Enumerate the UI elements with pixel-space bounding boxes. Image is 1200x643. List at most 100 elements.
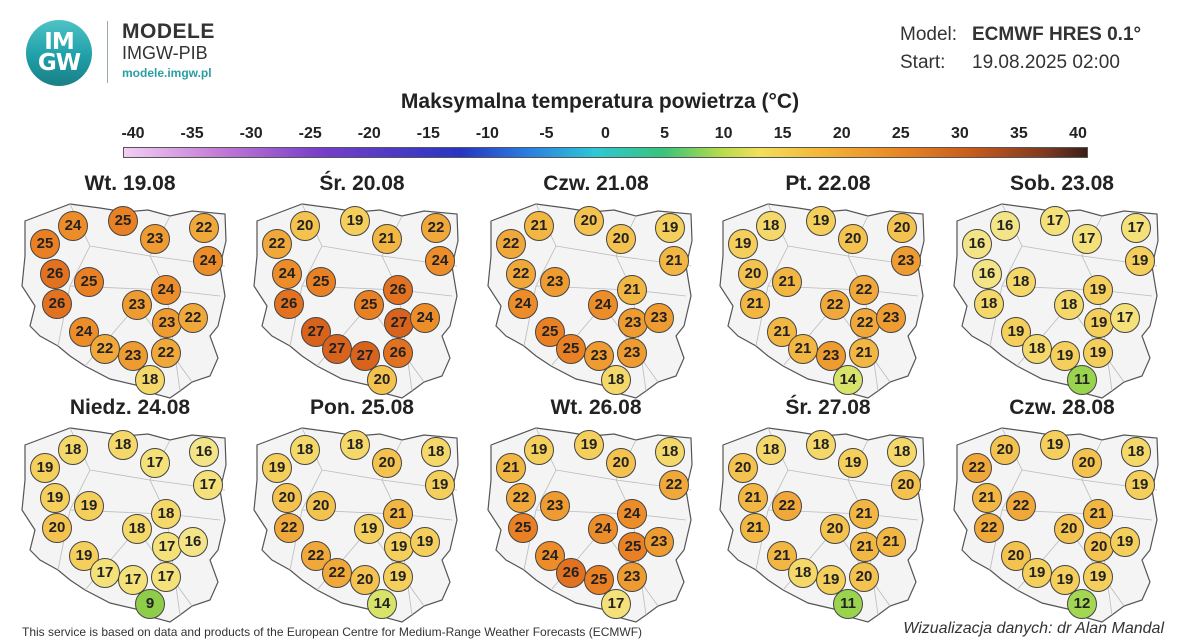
legend-tick-label: -10 — [475, 125, 499, 142]
temperature-marker: 9 — [135, 589, 165, 619]
temperature-marker: 22 — [506, 483, 536, 513]
temperature-marker: 22 — [962, 453, 992, 483]
temperature-marker: 23 — [540, 491, 570, 521]
temperature-marker: 17 — [90, 558, 120, 588]
temperature-marker: 26 — [42, 289, 72, 319]
temperature-marker: 22 — [772, 491, 802, 521]
temperature-marker: 18 — [421, 437, 451, 467]
temperature-marker: 18 — [1006, 267, 1036, 297]
temperature-marker: 19 — [1110, 527, 1140, 557]
temperature-marker: 20 — [738, 259, 768, 289]
temperature-marker: 18 — [756, 435, 786, 465]
legend-tick-label: 0 — [601, 125, 610, 142]
temperature-marker: 19 — [1022, 558, 1052, 588]
temperature-marker: 22 — [322, 558, 352, 588]
temperature-marker: 20 — [372, 448, 402, 478]
temperature-marker: 23 — [152, 308, 182, 338]
temperature-marker: 20 — [350, 565, 380, 595]
temperature-marker: 19 — [1083, 275, 1113, 305]
temperature-marker: 23 — [118, 341, 148, 371]
brand-url[interactable]: modele.imgw.pl — [122, 66, 212, 80]
temperature-marker: 20 — [887, 213, 917, 243]
temperature-marker: 19 — [74, 491, 104, 521]
temperature-marker: 20 — [820, 514, 850, 544]
temperature-marker: 17 — [1121, 213, 1151, 243]
temperature-marker: 25 — [618, 532, 648, 562]
temperature-marker: 19 — [838, 448, 868, 478]
temperature-marker: 27 — [350, 341, 380, 371]
temperature-marker: 27 — [322, 334, 352, 364]
temperature-marker: 21 — [524, 211, 554, 241]
temperature-marker: 21 — [383, 499, 413, 529]
temperature-marker: 18 — [58, 435, 88, 465]
temperature-marker: 14 — [833, 365, 863, 395]
logo-separator — [107, 21, 108, 83]
temperature-marker: 21 — [767, 317, 797, 347]
imgw-logo: IM GW — [26, 20, 92, 86]
temperature-marker: 22 — [849, 275, 879, 305]
temperature-marker: 22 — [850, 308, 880, 338]
temperature-marker: 25 — [108, 206, 138, 236]
temperature-marker: 26 — [274, 289, 304, 319]
temperature-marker: 18 — [756, 211, 786, 241]
temperature-marker: 23 — [584, 341, 614, 371]
legend-tick-label: -40 — [121, 125, 145, 142]
temperature-marker: 21 — [850, 532, 880, 562]
start-value: 19.08.2025 02:00 — [972, 52, 1120, 73]
legend-tick-label: 20 — [832, 125, 851, 142]
legend-tick-label: -35 — [180, 125, 204, 142]
temperature-marker: 18 — [788, 558, 818, 588]
model-value: ECMWF HRES 0.1° — [972, 24, 1142, 45]
temperature-marker: 23 — [644, 527, 674, 557]
temperature-marker: 25 — [306, 267, 336, 297]
temperature-marker: 18 — [1121, 437, 1151, 467]
temperature-marker: 19 — [340, 206, 370, 236]
legend-tick-label: 35 — [1010, 125, 1028, 142]
day-title: Śr. 27.08 — [785, 396, 871, 419]
temperature-marker: 20 — [606, 448, 636, 478]
legend-tick-label: 30 — [950, 125, 969, 142]
temperature-marker: 18 — [887, 437, 917, 467]
temperature-marker: 26 — [383, 275, 413, 305]
temperature-marker: 22 — [659, 470, 689, 500]
temperature-marker: 18 — [974, 289, 1004, 319]
temperature-marker: 22 — [274, 513, 304, 543]
temperature-marker: 24 — [588, 290, 618, 320]
temperature-marker: 20 — [728, 453, 758, 483]
temperature-marker: 11 — [833, 589, 863, 619]
temperature-marker: 18 — [601, 365, 631, 395]
temperature-marker: 19 — [410, 527, 440, 557]
temperature-marker: 19 — [806, 206, 836, 236]
temperature-marker: 24 — [410, 303, 440, 333]
temperature-marker: 21 — [788, 334, 818, 364]
temperature-marker: 24 — [151, 275, 181, 305]
temperature-marker: 19 — [574, 430, 604, 460]
color-legend-bar — [123, 147, 1088, 158]
temperature-marker: 19 — [524, 435, 554, 465]
legend-tick-label: -15 — [416, 125, 440, 142]
temperature-marker: 21 — [496, 453, 526, 483]
day-title: Niedz. 24.08 — [69, 396, 191, 419]
temperature-marker: 24 — [58, 211, 88, 241]
start-label: Start: — [900, 52, 946, 73]
legend-tick-label: -20 — [357, 125, 381, 142]
temperature-marker: 19 — [1001, 317, 1031, 347]
legend-tick-label: 15 — [773, 125, 792, 142]
day-title: Czw. 28.08 — [1009, 396, 1115, 419]
temperature-marker: 23 — [891, 246, 921, 276]
temperature-marker: 17 — [601, 589, 631, 619]
temperature-marker: 16 — [189, 437, 219, 467]
temperature-marker: 21 — [659, 246, 689, 276]
temperature-marker: 18 — [135, 365, 165, 395]
temperature-marker: 22 — [189, 213, 219, 243]
temperature-marker: 19 — [1083, 338, 1113, 368]
temperature-marker: 18 — [806, 430, 836, 460]
temperature-marker: 16 — [972, 259, 1002, 289]
temperature-marker: 20 — [574, 206, 604, 236]
temperature-marker: 23 — [644, 303, 674, 333]
temperature-marker: 21 — [740, 289, 770, 319]
temperature-marker: 20 — [367, 365, 397, 395]
temperature-marker: 26 — [556, 558, 586, 588]
temperature-marker: 21 — [738, 483, 768, 513]
legend-tick-label: 25 — [891, 125, 910, 142]
